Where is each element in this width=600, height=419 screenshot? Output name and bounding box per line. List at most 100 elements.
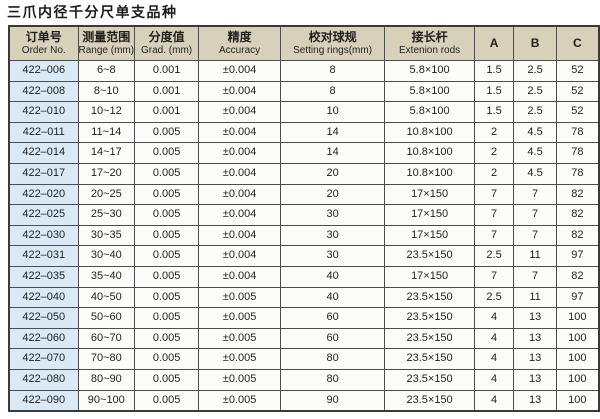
cell-b: 13 bbox=[513, 327, 558, 350]
cell-a: 2.5 bbox=[474, 286, 515, 309]
cell-accuracy: ±0.005 bbox=[198, 327, 282, 350]
col-header-extension-rod-zh: 接长杆 bbox=[411, 30, 448, 44]
cell-accuracy: ±0.004 bbox=[198, 80, 282, 103]
cell-graduation: 0.001 bbox=[134, 101, 200, 123]
cell-order-no: 422–014 bbox=[8, 142, 79, 164]
cell-order-no: 422–070 bbox=[8, 348, 79, 370]
cell-extension-rod: 5.8×100 bbox=[384, 101, 476, 123]
cell-extension-rod: 17×150 bbox=[384, 224, 476, 247]
cell-setting-ring: 20 bbox=[280, 162, 386, 185]
cell-order-no: 422–030 bbox=[8, 224, 79, 247]
cell-order-no: 422–017 bbox=[8, 162, 79, 185]
cell-b: 7 bbox=[513, 183, 558, 206]
cell-extension-rod: 23.5×150 bbox=[384, 245, 476, 267]
col-header-c: C bbox=[556, 25, 600, 61]
cell-setting-ring: 14 bbox=[280, 121, 386, 144]
table-row: 422–050 50~60 0.005 ±0.005 60 23.5×150 4 13 100 bbox=[8, 307, 600, 329]
col-header-b-zh: B bbox=[530, 35, 540, 50]
cell-c: 100 bbox=[556, 307, 600, 329]
cell-setting-ring: 40 bbox=[280, 265, 386, 288]
cell-accuracy: ±0.004 bbox=[198, 101, 282, 123]
col-header-order-no-en: Order No. bbox=[21, 45, 66, 56]
table-body: 422–006 6~8 0.001 ±0.004 8 5.8×100 1.5 2.5 52 422… bbox=[8, 60, 600, 412]
catalog-page: 三爪内径千分尺单支品种 订单号 Order No. 测量范围 Range (mm… bbox=[0, 4, 600, 419]
cell-accuracy: ±0.004 bbox=[198, 265, 282, 288]
cell-accuracy: ±0.005 bbox=[198, 368, 282, 391]
cell-b: 2.5 bbox=[513, 60, 558, 82]
table-row: 422–020 20~25 0.005 ±0.004 20 17×150 7 7 82 bbox=[8, 183, 600, 206]
col-header-a-zh: A bbox=[489, 35, 499, 50]
cell-graduation: 0.005 bbox=[134, 162, 200, 185]
cell-c: 82 bbox=[556, 204, 600, 226]
cell-order-no: 422–090 bbox=[8, 389, 79, 412]
cell-range: 14~17 bbox=[77, 142, 136, 164]
cell-graduation: 0.001 bbox=[134, 60, 200, 82]
cell-c: 52 bbox=[556, 80, 600, 103]
cell-accuracy: ±0.005 bbox=[198, 307, 282, 329]
cell-a: 1.5 bbox=[474, 101, 515, 123]
cell-range: 50~60 bbox=[77, 307, 136, 329]
header-row: 订单号 Order No. 测量范围 Range (mm) 分度值 Grad. … bbox=[8, 25, 600, 61]
cell-c: 100 bbox=[556, 327, 600, 350]
table-row: 422–011 11~14 0.005 ±0.004 14 10.8×100 2 4.5 78 bbox=[8, 121, 600, 144]
cell-graduation: 0.005 bbox=[134, 224, 200, 247]
cell-b: 7 bbox=[513, 224, 558, 247]
cell-a: 4 bbox=[474, 327, 515, 350]
table-row: 422–090 90~100 0.005 ±0.005 90 23.5×150 4 13 100 bbox=[8, 389, 600, 412]
cell-accuracy: ±0.004 bbox=[198, 162, 282, 185]
cell-order-no: 422–010 bbox=[8, 101, 79, 123]
col-header-range-zh: 测量范围 bbox=[82, 30, 131, 44]
cell-graduation: 0.005 bbox=[134, 121, 200, 144]
cell-graduation: 0.005 bbox=[134, 307, 200, 329]
cell-c: 100 bbox=[556, 348, 600, 370]
page-title: 三爪内径千分尺单支品种 bbox=[7, 4, 178, 20]
col-header-c-zh: C bbox=[572, 35, 582, 50]
cell-extension-rod: 17×150 bbox=[384, 183, 476, 206]
table-row: 422–030 30~35 0.005 ±0.004 30 17×150 7 7 82 bbox=[8, 224, 600, 247]
cell-range: 8~10 bbox=[77, 80, 136, 103]
cell-order-no: 422–008 bbox=[8, 80, 79, 103]
col-header-setting-ring: 校对球规 Setting rings(mm) bbox=[280, 25, 386, 61]
cell-range: 11~14 bbox=[77, 121, 136, 144]
cell-a: 7 bbox=[474, 183, 515, 206]
cell-setting-ring: 90 bbox=[280, 389, 386, 412]
cell-setting-ring: 30 bbox=[280, 245, 386, 267]
cell-extension-rod: 23.5×150 bbox=[384, 307, 476, 329]
cell-accuracy: ±0.004 bbox=[198, 183, 282, 206]
cell-b: 2.5 bbox=[513, 80, 558, 103]
table-row: 422–070 70~80 0.005 ±0.005 80 23.5×150 4 13 100 bbox=[8, 348, 600, 370]
cell-b: 13 bbox=[513, 389, 558, 412]
col-header-setting-ring-en: Setting rings(mm) bbox=[293, 45, 373, 56]
cell-range: 25~30 bbox=[77, 204, 136, 226]
cell-accuracy: ±0.004 bbox=[198, 142, 282, 164]
cell-accuracy: ±0.004 bbox=[198, 204, 282, 226]
cell-a: 4 bbox=[474, 368, 515, 391]
cell-setting-ring: 40 bbox=[280, 286, 386, 309]
cell-extension-rod: 23.5×150 bbox=[384, 286, 476, 309]
cell-range: 10~12 bbox=[77, 101, 136, 123]
cell-order-no: 422–025 bbox=[8, 204, 79, 226]
cell-range: 80~90 bbox=[77, 368, 136, 391]
cell-range: 90~100 bbox=[77, 389, 136, 412]
col-header-setting-ring-zh: 校对球规 bbox=[308, 30, 357, 44]
table-row: 422–017 17~20 0.005 ±0.004 20 10.8×100 2 4.5 78 bbox=[8, 162, 600, 185]
cell-graduation: 0.001 bbox=[134, 80, 200, 103]
cell-a: 2 bbox=[474, 121, 515, 144]
cell-accuracy: ±0.005 bbox=[198, 389, 282, 412]
cell-range: 20~25 bbox=[77, 183, 136, 206]
cell-extension-rod: 5.8×100 bbox=[384, 60, 476, 82]
cell-a: 4 bbox=[474, 307, 515, 329]
cell-order-no: 422–040 bbox=[8, 286, 79, 309]
cell-extension-rod: 23.5×150 bbox=[384, 368, 476, 391]
cell-a: 2 bbox=[474, 162, 515, 185]
cell-b: 13 bbox=[513, 307, 558, 329]
cell-setting-ring: 30 bbox=[280, 204, 386, 226]
cell-a: 1.5 bbox=[474, 60, 515, 82]
cell-a: 4 bbox=[474, 348, 515, 370]
cell-setting-ring: 30 bbox=[280, 224, 386, 247]
cell-graduation: 0.005 bbox=[134, 348, 200, 370]
cell-graduation: 0.005 bbox=[134, 286, 200, 309]
cell-order-no: 422–031 bbox=[8, 245, 79, 267]
cell-range: 60~70 bbox=[77, 327, 136, 350]
cell-a: 7 bbox=[474, 265, 515, 288]
